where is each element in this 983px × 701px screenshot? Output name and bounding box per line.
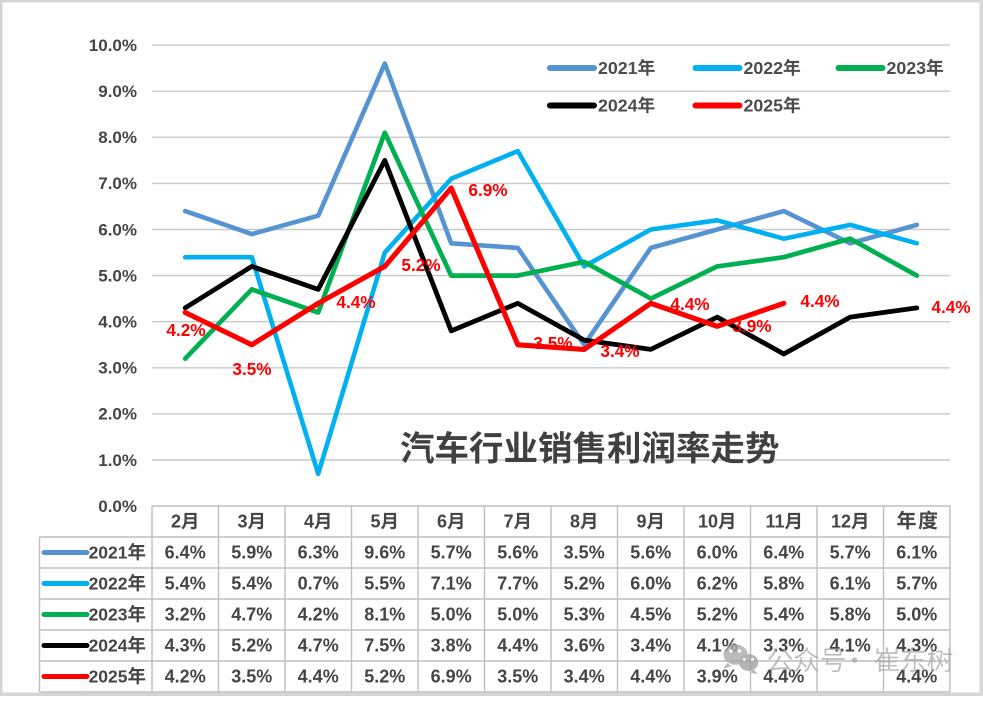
svg-text:3.5%: 3.5% (533, 333, 572, 353)
svg-text:5.5%: 5.5% (364, 574, 405, 594)
svg-text:6.0%: 6.0% (98, 220, 137, 239)
svg-text:5.8%: 5.8% (830, 605, 871, 625)
svg-text:6.4%: 6.4% (165, 543, 206, 563)
svg-text:6.9%: 6.9% (431, 667, 472, 687)
svg-text:4.2%: 4.2% (165, 667, 206, 687)
svg-text:4.4%: 4.4% (630, 667, 671, 687)
svg-text:2022: 2022 (743, 58, 783, 78)
svg-text:3.4%: 3.4% (564, 667, 605, 687)
svg-text:4.4%: 4.4% (298, 667, 339, 687)
svg-text:11: 11 (765, 512, 784, 532)
svg-text:7.0%: 7.0% (98, 174, 137, 193)
svg-text:9: 9 (636, 512, 646, 532)
svg-text:5.2%: 5.2% (231, 636, 272, 656)
svg-text:4: 4 (304, 512, 314, 532)
svg-text:5.4%: 5.4% (231, 574, 272, 594)
svg-text:3.9%: 3.9% (732, 316, 771, 336)
svg-text:2025: 2025 (743, 96, 783, 116)
svg-text:3.6%: 3.6% (564, 636, 605, 656)
svg-text:6.0%: 6.0% (697, 543, 738, 563)
svg-text:9.6%: 9.6% (364, 543, 405, 563)
svg-text:3.9%: 3.9% (697, 667, 738, 687)
svg-text:2025: 2025 (89, 667, 128, 687)
svg-text:5.0%: 5.0% (98, 266, 137, 285)
svg-text:4.4%: 4.4% (800, 291, 839, 311)
svg-text:4.4%: 4.4% (931, 297, 970, 317)
svg-text:5: 5 (370, 512, 380, 532)
svg-text:7: 7 (503, 512, 513, 532)
svg-text:5.2%: 5.2% (564, 574, 605, 594)
svg-text:2.0%: 2.0% (98, 405, 137, 424)
svg-text:5.2%: 5.2% (697, 605, 738, 625)
svg-text:4.4%: 4.4% (497, 636, 538, 656)
svg-text:3.5%: 3.5% (564, 543, 605, 563)
svg-text:7.1%: 7.1% (431, 574, 472, 594)
svg-text:4.2%: 4.2% (166, 320, 205, 340)
svg-text:6.0%: 6.0% (630, 574, 671, 594)
svg-text:8: 8 (570, 512, 580, 532)
svg-text:6.9%: 6.9% (468, 180, 507, 200)
svg-text:5.7%: 5.7% (830, 543, 871, 563)
svg-text:12: 12 (831, 512, 851, 532)
svg-text:3.4%: 3.4% (600, 341, 639, 361)
svg-text:4.1%: 4.1% (830, 636, 871, 656)
svg-text:5.6%: 5.6% (497, 543, 538, 563)
svg-text:9.0%: 9.0% (98, 82, 137, 101)
svg-text:5.2%: 5.2% (364, 667, 405, 687)
svg-text:4.2%: 4.2% (298, 605, 339, 625)
svg-text:7.5%: 7.5% (364, 636, 405, 656)
svg-text:5.9%: 5.9% (231, 543, 272, 563)
svg-text:6.4%: 6.4% (763, 543, 804, 563)
svg-text:5.4%: 5.4% (763, 605, 804, 625)
svg-text:3: 3 (237, 512, 247, 532)
svg-text:3.5%: 3.5% (497, 667, 538, 687)
svg-text:10.0%: 10.0% (89, 36, 137, 55)
svg-text:6.1%: 6.1% (830, 574, 871, 594)
svg-text:4.5%: 4.5% (630, 605, 671, 625)
svg-text:4.0%: 4.0% (98, 313, 137, 332)
svg-text:7.7%: 7.7% (497, 574, 538, 594)
svg-text:3.0%: 3.0% (98, 359, 137, 378)
svg-text:4.4%: 4.4% (670, 294, 709, 314)
svg-text:5.7%: 5.7% (431, 543, 472, 563)
svg-text:0.0%: 0.0% (98, 497, 137, 516)
svg-text:2023: 2023 (89, 605, 128, 625)
svg-text:4.7%: 4.7% (298, 636, 339, 656)
svg-text:2023: 2023 (886, 58, 926, 78)
svg-text:6.2%: 6.2% (697, 574, 738, 594)
svg-text:0.7%: 0.7% (298, 574, 339, 594)
svg-text:2024: 2024 (89, 636, 128, 656)
svg-text:5.2%: 5.2% (401, 255, 440, 275)
svg-text:5.6%: 5.6% (630, 543, 671, 563)
svg-text:3.5%: 3.5% (231, 667, 272, 687)
svg-text:3.5%: 3.5% (232, 359, 271, 379)
svg-text:3.3%: 3.3% (763, 636, 804, 656)
svg-text:1.0%: 1.0% (98, 451, 137, 470)
svg-text:5.3%: 5.3% (564, 605, 605, 625)
svg-text:5.4%: 5.4% (165, 574, 206, 594)
svg-text:4.7%: 4.7% (231, 605, 272, 625)
svg-text:3.2%: 3.2% (165, 605, 206, 625)
svg-text:5.7%: 5.7% (896, 574, 937, 594)
svg-text:2021: 2021 (598, 58, 638, 78)
svg-text:8.0%: 8.0% (98, 128, 137, 147)
svg-text:5.8%: 5.8% (763, 574, 804, 594)
svg-text:2: 2 (171, 512, 181, 532)
svg-text:3.8%: 3.8% (431, 636, 472, 656)
svg-text:6.1%: 6.1% (896, 543, 937, 563)
svg-text:6: 6 (437, 512, 447, 532)
svg-text:5.0%: 5.0% (497, 605, 538, 625)
svg-text:2024: 2024 (598, 96, 638, 116)
svg-text:4.4%: 4.4% (763, 667, 804, 687)
svg-text:2022: 2022 (89, 574, 128, 594)
svg-text:4.4%: 4.4% (336, 292, 375, 312)
svg-text:6.3%: 6.3% (298, 543, 339, 563)
svg-text:2021: 2021 (89, 543, 128, 563)
svg-text:8.1%: 8.1% (364, 605, 405, 625)
svg-text:3.4%: 3.4% (630, 636, 671, 656)
svg-text:4.3%: 4.3% (165, 636, 206, 656)
svg-text:5.0%: 5.0% (896, 605, 937, 625)
svg-text:10: 10 (698, 512, 718, 532)
svg-text:5.0%: 5.0% (431, 605, 472, 625)
